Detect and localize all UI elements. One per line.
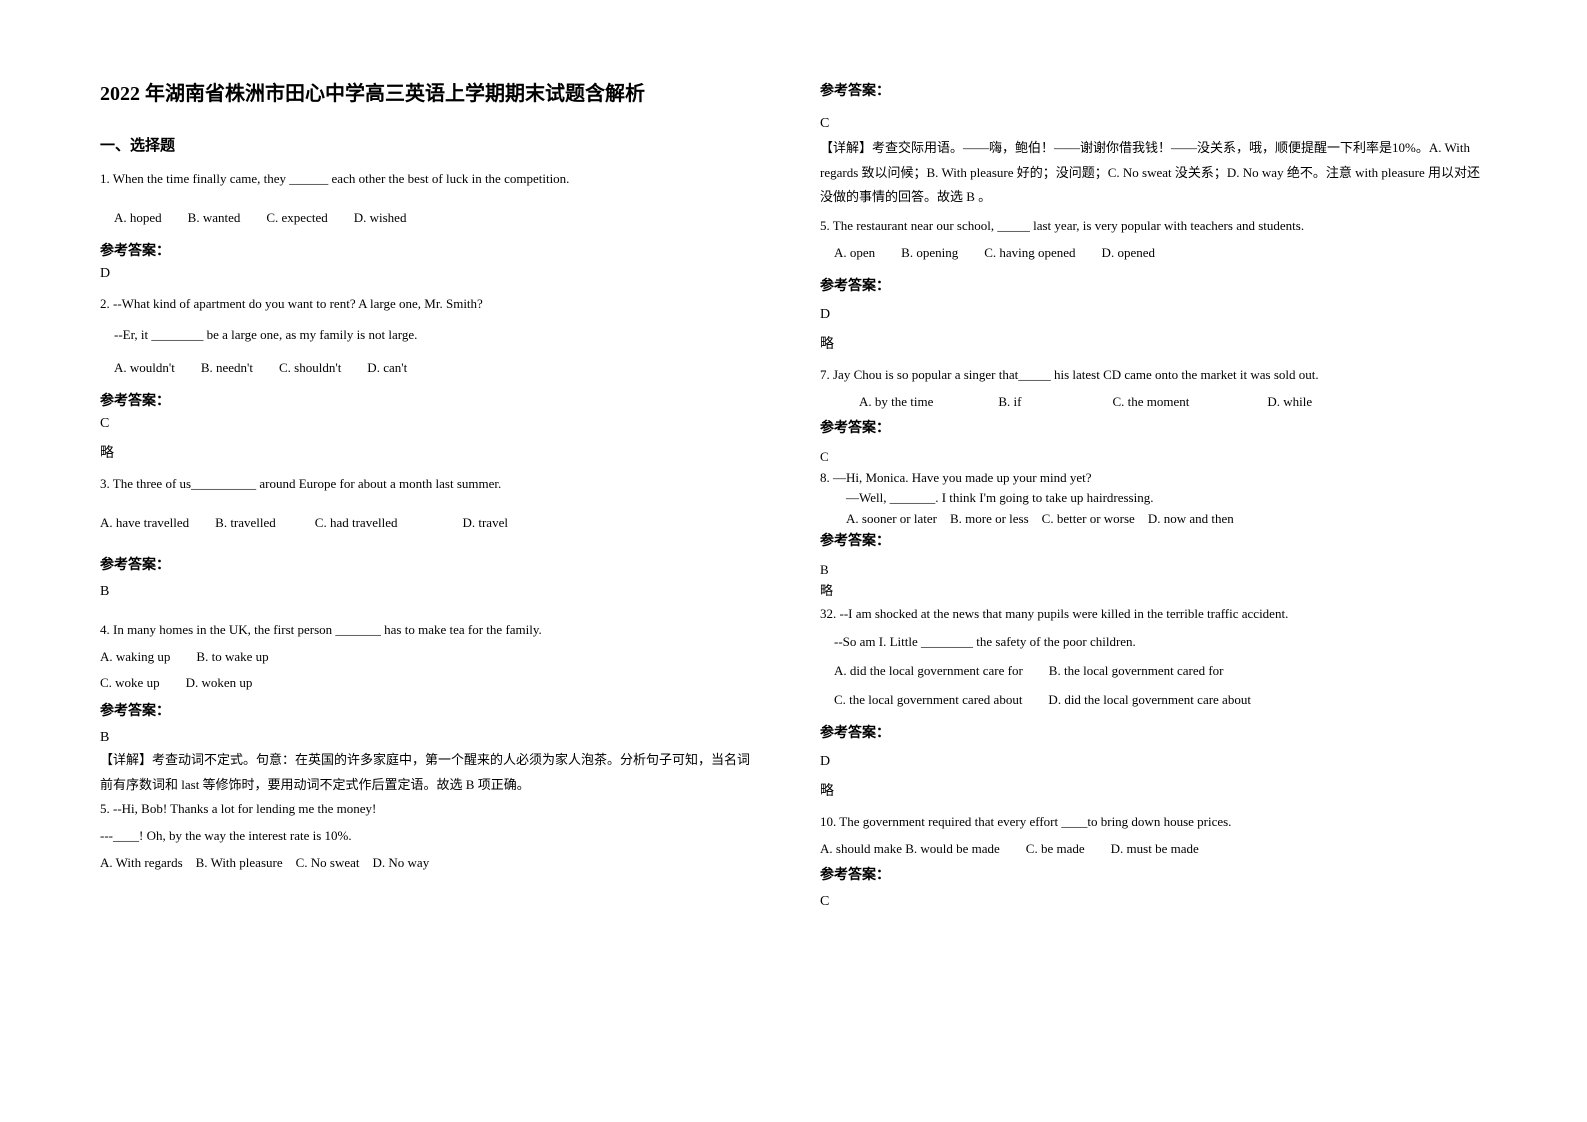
answer-label: 参考答案： [100, 700, 760, 720]
q32-answer: D [820, 754, 1480, 770]
q4-answer: B [100, 730, 760, 746]
q4-explanation: 【详解】考查动词不定式。句意：在英国的许多家庭中，第一个醒来的人必须为家人泡茶。… [100, 748, 760, 797]
q4-text: 4. In many homes in the UK, the first pe… [100, 618, 760, 643]
question-32: 32. --I am shocked at the news that many… [820, 602, 1480, 811]
q7-text: 7. Jay Chou is so popular a singer that_… [820, 363, 1480, 388]
answer-label: 参考答案： [820, 80, 1480, 100]
q2-answer: C [100, 416, 760, 432]
answer-label: 参考答案： [100, 240, 760, 260]
q32-options2: C. the local government cared about D. d… [820, 688, 1480, 713]
q5-options: A. With regards B. With pleasure C. No s… [100, 851, 760, 876]
q1-answer: D [100, 266, 760, 282]
q10-text: 10. The government required that every e… [820, 810, 1480, 835]
q5b-answer: D [820, 307, 1480, 323]
question-7: 7. Jay Chou is so popular a singer that_… [820, 363, 1480, 467]
q7-answer: C [820, 447, 1480, 468]
page-container: 2022 年湖南省株洲市田心中学高三英语上学期期末试题含解析 一、选择题 1. … [0, 0, 1587, 960]
question-10: 10. The government required that every e… [820, 810, 1480, 919]
q7-options: A. by the time B. if C. the moment D. wh… [820, 390, 1480, 415]
q32-line2: --So am I. Little ________ the safety of… [820, 630, 1480, 655]
q3-answer: B [100, 584, 760, 600]
q32-line1: 32. --I am shocked at the news that many… [820, 602, 1480, 627]
q5b-text: 5. The restaurant near our school, _____… [820, 214, 1480, 239]
answer-label: 参考答案： [820, 722, 1480, 742]
answer-label: 参考答案： [100, 390, 760, 410]
q2-line2: --Er, it ________ be a large one, as my … [100, 323, 760, 348]
q1-options: A. hoped B. wanted C. expected D. wished [100, 206, 760, 231]
q32-options1: A. did the local government care for B. … [820, 659, 1480, 684]
q10-options: A. should make B. would be made C. be ma… [820, 837, 1480, 862]
document-title: 2022 年湖南省株洲市田心中学高三英语上学期期末试题含解析 [100, 80, 760, 108]
answer-label: 参考答案： [100, 554, 760, 574]
q8-options: A. sooner or later B. more or less C. be… [820, 509, 1480, 530]
q3-text: 3. The three of us__________ around Euro… [100, 472, 760, 497]
q2-line1: 2. --What kind of apartment do you want … [100, 292, 760, 317]
question-3: 3. The three of us__________ around Euro… [100, 472, 760, 609]
q5b-omit: 略 [820, 333, 1480, 353]
answer-label: 参考答案： [820, 275, 1480, 295]
section-header-1: 一、选择题 [100, 134, 760, 155]
q8-answer: B [820, 560, 1480, 581]
q4-options2: C. woke up D. woken up [100, 671, 760, 696]
answer-label: 参考答案： [820, 417, 1480, 437]
q4-options1: A. waking up B. to wake up [100, 645, 760, 670]
question-8: 8. —Hi, Monica. Have you made up your mi… [820, 468, 1480, 602]
question-1: 1. When the time finally came, they ____… [100, 167, 760, 292]
question-5: 5. --Hi, Bob! Thanks a lot for lending m… [100, 797, 760, 877]
q8-line1: 8. —Hi, Monica. Have you made up your mi… [820, 468, 1480, 489]
q2-options: A. wouldn't B. needn't C. shouldn't D. c… [100, 356, 760, 381]
q5-explanation: 【详解】考查交际用语。——嗨，鲍伯！——谢谢你借我钱！——没关系，哦，顺便提醒一… [820, 136, 1480, 210]
answer-label: 参考答案： [820, 864, 1480, 884]
left-column: 2022 年湖南省株洲市田心中学高三英语上学期期末试题含解析 一、选择题 1. … [100, 80, 760, 920]
q5-answer: C [820, 116, 1480, 132]
q1-text: 1. When the time finally came, they ____… [100, 167, 760, 192]
q8-omit: 略 [820, 581, 1480, 602]
answer-label: 参考答案： [820, 530, 1480, 550]
q32-omit: 略 [820, 780, 1480, 800]
q5b-options: A. open B. opening C. having opened D. o… [820, 241, 1480, 266]
q3-options: A. have travelled B. travelled C. had tr… [100, 511, 760, 536]
q5-line1: 5. --Hi, Bob! Thanks a lot for lending m… [100, 797, 760, 822]
question-2: 2. --What kind of apartment do you want … [100, 292, 760, 472]
question-5b: 5. The restaurant near our school, _____… [820, 214, 1480, 363]
q8-line2: —Well, _______. I think I'm going to tak… [820, 488, 1480, 509]
q5-line2: ---____! Oh, by the way the interest rat… [100, 824, 760, 849]
right-column: 参考答案： C 【详解】考查交际用语。——嗨，鲍伯！——谢谢你借我钱！——没关系… [820, 80, 1480, 920]
q10-answer: C [820, 894, 1480, 910]
q2-omit: 略 [100, 442, 760, 462]
question-4: 4. In many homes in the UK, the first pe… [100, 618, 760, 797]
